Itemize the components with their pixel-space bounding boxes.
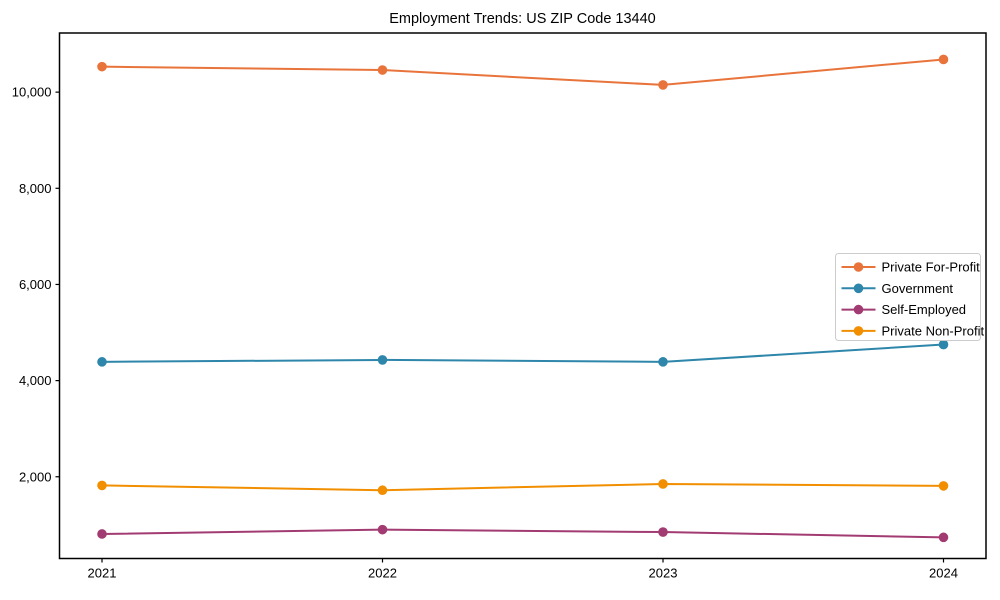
legend-label: Private Non-Profit bbox=[882, 323, 985, 338]
data-point-self-employed-2024 bbox=[938, 532, 949, 543]
legend-label: Government bbox=[882, 281, 954, 296]
x-tick-label: 2023 bbox=[649, 566, 678, 581]
data-point-private-for-profit-2023 bbox=[658, 80, 668, 90]
data-point-self-employed-2023 bbox=[658, 527, 668, 537]
series-line-private-for-profit bbox=[101, 58, 944, 86]
legend-item-self-employed: Self-Employed bbox=[841, 302, 967, 317]
series-line-government bbox=[101, 343, 944, 363]
y-tick-label: 10,000 bbox=[12, 85, 52, 100]
legend-label: Self-Employed bbox=[882, 302, 967, 317]
legend-item-private-non-profit: Private Non-Profit bbox=[841, 323, 985, 338]
x-tick-label: 2021 bbox=[88, 566, 117, 581]
legend-marker-icon bbox=[853, 326, 864, 336]
data-point-private-non-profit-2022 bbox=[377, 485, 388, 496]
legend-item-private-for-profit: Private For-Profit bbox=[841, 260, 981, 275]
series-line-self-employed bbox=[101, 528, 944, 539]
y-tick-label: 2,000 bbox=[19, 469, 52, 484]
data-point-self-employed-2022 bbox=[377, 524, 388, 535]
plot-frame bbox=[58, 32, 987, 560]
legend-item-government: Government bbox=[841, 281, 954, 296]
y-tick-label: 8,000 bbox=[19, 181, 52, 196]
data-point-self-employed-2021 bbox=[97, 529, 107, 539]
data-point-private-non-profit-2023 bbox=[658, 479, 668, 489]
data-point-private-non-profit-2024 bbox=[938, 481, 949, 491]
data-point-private-for-profit-2022 bbox=[377, 65, 388, 75]
y-tick-label: 6,000 bbox=[19, 277, 52, 292]
data-point-government-2024 bbox=[938, 339, 949, 350]
data-point-private-for-profit-2021 bbox=[97, 61, 107, 72]
legend-marker-icon bbox=[853, 283, 864, 294]
x-tick-label: 2024 bbox=[929, 566, 958, 581]
chart-title: Employment Trends: US ZIP Code 13440 bbox=[389, 11, 656, 27]
x-tick-label: 2022 bbox=[368, 566, 397, 581]
data-point-government-2023 bbox=[658, 357, 668, 367]
data-point-government-2021 bbox=[97, 357, 107, 367]
legend-label: Private For-Profit bbox=[882, 260, 981, 275]
legend: Private For-Profit Government Self-Employe… bbox=[835, 253, 985, 341]
data-point-private-non-profit-2021 bbox=[97, 480, 107, 491]
y-tick-label: 4,000 bbox=[19, 373, 52, 388]
legend-box bbox=[835, 253, 981, 341]
legend-marker-icon bbox=[853, 262, 864, 272]
series-line-private-non-profit bbox=[101, 482, 944, 492]
data-point-government-2022 bbox=[377, 355, 388, 365]
legend-marker-icon bbox=[853, 304, 864, 315]
data-point-private-for-profit-2024 bbox=[938, 54, 949, 65]
